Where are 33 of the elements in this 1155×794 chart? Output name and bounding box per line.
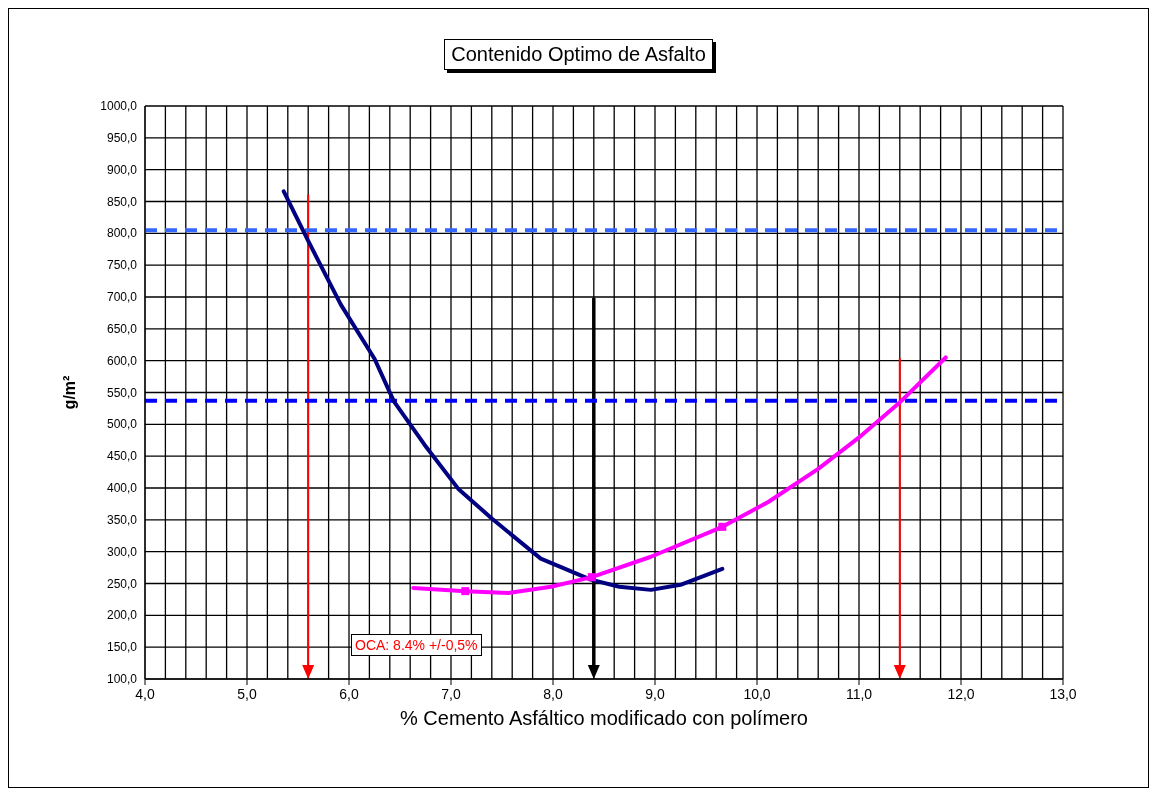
y-tick-label: 700,0	[106, 290, 138, 304]
x-tick-label: 12,0	[947, 686, 975, 702]
x-axis-title: % Cemento Asfáltico modificado con polímero	[400, 707, 808, 729]
y-tick-label: 400,0	[106, 481, 138, 495]
x-tick-label: 4,0	[135, 686, 155, 702]
y-tick-label: 200,0	[106, 608, 138, 623]
x-tick-label: 10,0	[743, 686, 771, 702]
x-tick-label: 13,0	[1049, 686, 1077, 702]
y-tick-label: 850,0	[106, 194, 138, 209]
y-tick-label: 500,0	[106, 417, 138, 432]
y-tick-label: 750,0	[106, 258, 138, 273]
x-tick-label: 8,0	[543, 686, 563, 702]
y-tick-label: 150,0	[106, 640, 138, 655]
y-tick-label: 950,0	[106, 130, 138, 145]
x-tick-label: 11,0	[845, 686, 873, 702]
x-tick-label: 7,0	[441, 686, 461, 702]
y-tick-label: 250,0	[106, 576, 138, 591]
y-tick-label: 300,0	[106, 544, 138, 559]
chart-title: Contenido Optimo de Asfalto	[444, 39, 713, 70]
y-tick-label: 450,0	[106, 449, 138, 464]
y-tick-label: 800,0	[106, 226, 138, 241]
y-tick-label: 100,0	[106, 672, 138, 686]
x-tick-label: 5,0	[237, 686, 257, 702]
x-tick-label: 6,0	[339, 686, 359, 702]
y-tick-label: 900,0	[106, 162, 138, 177]
y-tick-label: 600,0	[106, 353, 138, 368]
y-tick-label: 350,0	[106, 512, 138, 527]
y-tick-label: 650,0	[106, 321, 138, 336]
y-axis-title: g/m²	[60, 375, 78, 410]
annotation: OCA: 8.4% +/-0,5%	[351, 634, 482, 656]
x-tick-label: 9,0	[645, 686, 665, 702]
y-tick-label: 550,0	[106, 385, 138, 400]
y-tick-label: 1000,0	[100, 99, 138, 113]
